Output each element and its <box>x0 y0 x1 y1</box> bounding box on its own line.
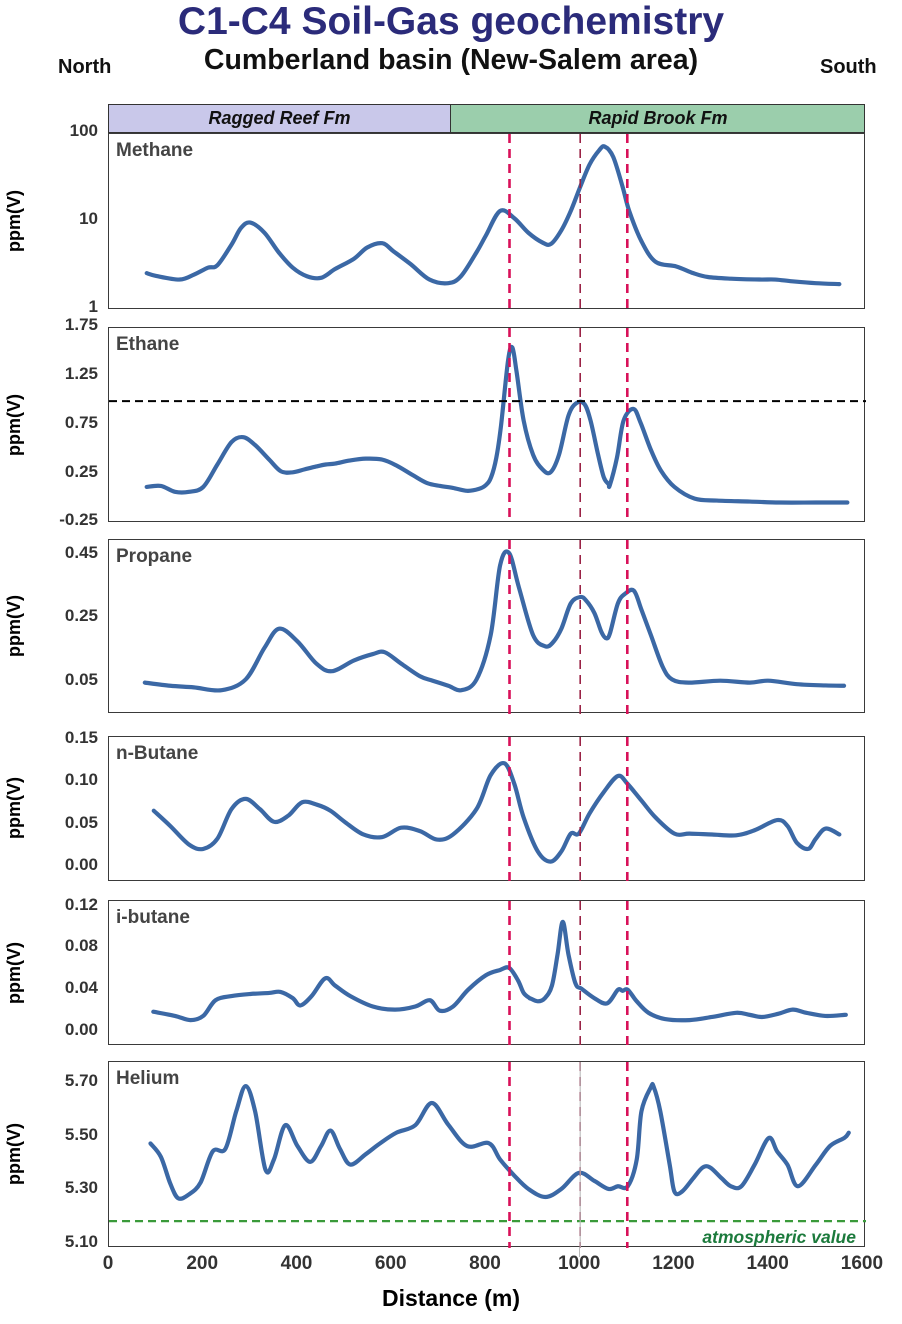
svg-text:atmospheric value: atmospheric value <box>702 1227 856 1247</box>
